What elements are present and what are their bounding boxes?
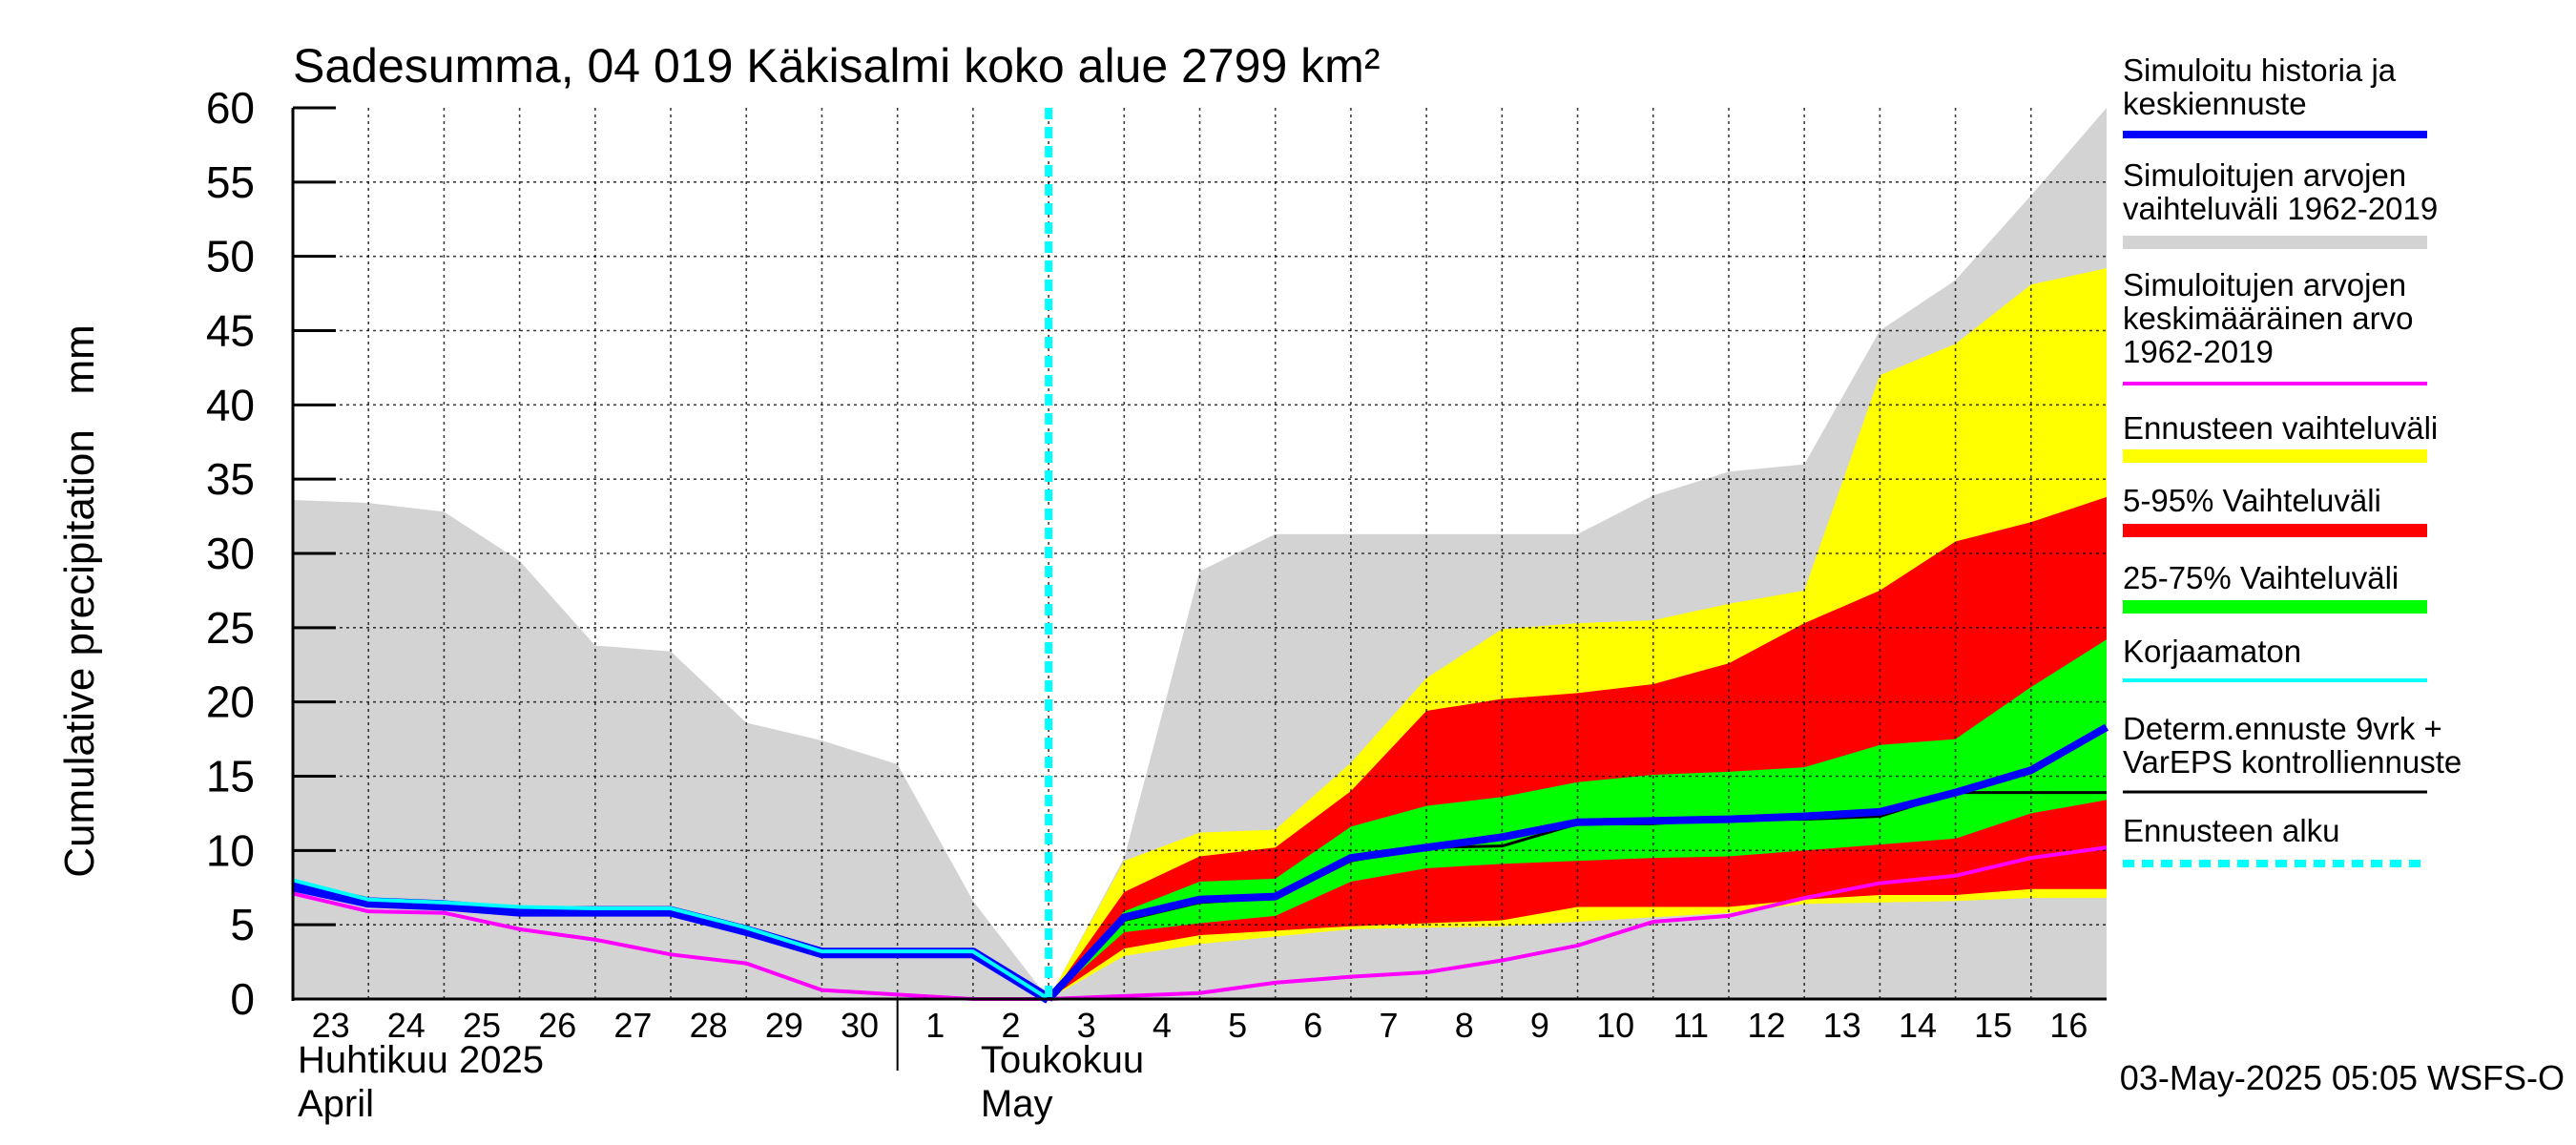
- plot-area: [291, 108, 2109, 1004]
- timestamp-footer: 03-May-2025 05:05 WSFS-O: [2120, 1058, 2565, 1097]
- legend-label: Ennusteen vaihteluväli: [2123, 410, 2438, 446]
- y-tick-label: 30: [206, 529, 255, 578]
- legend-label: vaihteluväli 1962-2019: [2123, 191, 2438, 226]
- x-tick-label: 8: [1455, 1006, 1474, 1045]
- x-tick-label: 14: [1899, 1006, 1937, 1045]
- x-tick-label: 5: [1228, 1006, 1247, 1045]
- x-tick-label: 9: [1530, 1006, 1549, 1045]
- legend-label: 25-75% Vaihteluväli: [2123, 560, 2399, 595]
- x-tick-label: 24: [387, 1006, 426, 1045]
- x-tick-label: 13: [1823, 1006, 1861, 1045]
- y-tick-label: 15: [206, 752, 255, 802]
- x-tick-label: 11: [1673, 1006, 1709, 1045]
- legend-label: Simuloitujen arvojen: [2123, 157, 2406, 193]
- y-tick-label: 50: [206, 232, 255, 281]
- month-label-en: April: [298, 1083, 374, 1125]
- legend-item-ennusteen-alku: Ennusteen alku: [2123, 813, 2427, 867]
- x-tick-label: 4: [1153, 1006, 1172, 1045]
- x-tick-label: 2: [1001, 1006, 1020, 1045]
- x-tick-label: 30: [841, 1006, 879, 1045]
- legend-item-5-95-vaihteluv-li: 5-95% Vaihteluväli: [2123, 483, 2427, 537]
- x-tick-label: 16: [2049, 1006, 2088, 1045]
- legend-label: 5-95% Vaihteluväli: [2123, 483, 2381, 518]
- line-simuloitu-historia-ja-keskiennuste: [1046, 723, 2109, 1002]
- legend-item-25-75-vaihteluv-li: 25-75% Vaihteluväli: [2123, 560, 2427, 614]
- legend-label: keskimääräinen arvo: [2123, 301, 2413, 336]
- legend-label: keskiennuste: [2123, 86, 2307, 121]
- y-tick-label: 55: [206, 157, 255, 207]
- y-tick-label: 45: [206, 306, 255, 356]
- y-tick-label: 35: [206, 454, 255, 504]
- legend-item-determ-ennuste-9vrk-vareps-kontrolliennuste: Determ.ennuste 9vrk +VarEPS kontrollienn…: [2123, 711, 2462, 794]
- legend-label: Ennusteen alku: [2123, 813, 2340, 848]
- y-tick-label: 60: [206, 83, 255, 133]
- legend-label: Simuloitujen arvojen: [2123, 267, 2406, 302]
- legend-label: Determ.ennuste 9vrk +: [2123, 711, 2442, 746]
- chart-title: Sadesumma, 04 019 Käkisalmi koko alue 27…: [293, 39, 1380, 93]
- x-tick-label: 1: [925, 1006, 945, 1045]
- x-tick-label: 12: [1748, 1006, 1786, 1045]
- month-label-en: May: [981, 1083, 1053, 1125]
- legend-item-korjaamaton: Korjaamaton: [2123, 634, 2427, 682]
- y-axis-label: Cumulative precipitation mm: [56, 324, 103, 878]
- legend-label: VarEPS kontrolliennuste: [2123, 744, 2462, 780]
- x-tick-label: 29: [765, 1006, 803, 1045]
- x-tick-label: 6: [1303, 1006, 1322, 1045]
- x-tick-label: 26: [538, 1006, 576, 1045]
- x-tick-label: 27: [613, 1006, 652, 1045]
- y-tick-label: 10: [206, 825, 255, 875]
- y-tick-label: 40: [206, 380, 255, 429]
- legend: Simuloitu historia jakeskiennusteSimuloi…: [2123, 52, 2462, 867]
- line-simuloitujen-arvojen-keskim-r-inen-arvo-1962-2019: [292, 845, 2108, 1001]
- legend-label: Korjaamaton: [2123, 634, 2301, 669]
- x-tick-label: 25: [463, 1006, 501, 1045]
- x-tick-label: 10: [1596, 1006, 1634, 1045]
- y-tick-label: 25: [206, 603, 255, 653]
- legend-label: 1962-2019: [2123, 334, 2274, 369]
- x-tick-label: 15: [1974, 1006, 2012, 1045]
- y-tick-label: 20: [206, 677, 255, 727]
- legend-label: Simuloitu historia ja: [2123, 52, 2397, 88]
- x-tick-label: 3: [1077, 1006, 1096, 1045]
- line-korjaamaton: [292, 878, 1050, 1001]
- y-tick-label: 0: [230, 974, 255, 1024]
- x-tick-label: 28: [690, 1006, 728, 1045]
- x-tick-label: 23: [312, 1006, 350, 1045]
- legend-item-ennusteen-vaihteluv-li: Ennusteen vaihteluväli: [2123, 410, 2438, 463]
- x-tick-label: 7: [1380, 1006, 1399, 1045]
- y-tick-label: 5: [230, 900, 255, 949]
- month-label: Toukokuu: [981, 1039, 1144, 1081]
- month-label: Huhtikuu 2025: [298, 1039, 544, 1081]
